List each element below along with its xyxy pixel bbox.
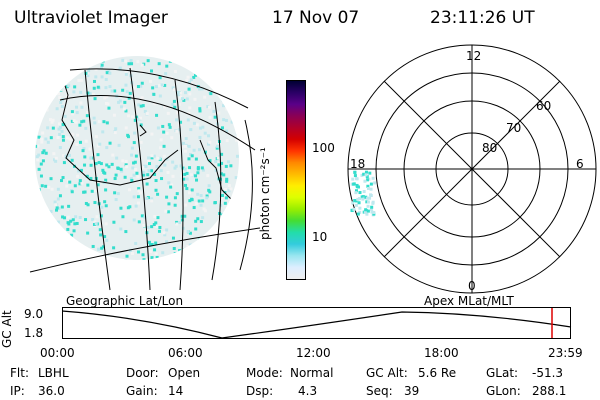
ip-label: IP: bbox=[10, 384, 25, 398]
x-tick-1200: 12:00 bbox=[296, 346, 331, 360]
glat-value: -51.3 bbox=[532, 366, 564, 380]
polar-plot: 12 18 6 0 60 70 80 bbox=[347, 44, 597, 294]
altitude-axis-label: GC Alt bbox=[0, 310, 14, 348]
graticule bbox=[29, 67, 261, 291]
x-tick-0600: 06:00 bbox=[168, 346, 203, 360]
coastline-east bbox=[139, 124, 233, 201]
instrument-title: Ultraviolet Imager bbox=[14, 8, 168, 28]
geographic-map bbox=[29, 56, 261, 291]
gcalt-label: GC Alt: bbox=[366, 366, 408, 380]
observation-date: 17 Nov 07 bbox=[272, 8, 360, 28]
filter-label: Flt: bbox=[10, 366, 29, 380]
door-value: Open bbox=[168, 366, 201, 380]
gain-value: 14 bbox=[168, 384, 184, 398]
ip-value: 36.0 bbox=[38, 384, 65, 398]
dsp-value: 4.3 bbox=[298, 384, 318, 398]
dsp-label: Dsp: bbox=[246, 384, 274, 398]
door-label: Door: bbox=[126, 366, 159, 380]
altitude-y-high: 9.0 bbox=[24, 307, 44, 321]
x-tick-2359: 23:59 bbox=[548, 346, 583, 360]
seq-value: 39 bbox=[404, 384, 420, 398]
observation-time: 23:11:26 UT bbox=[430, 8, 535, 28]
colorbar-tick-high: 100 bbox=[312, 141, 335, 155]
gcalt-value: 5.6 Re bbox=[418, 366, 457, 380]
filter-value: LBHL bbox=[38, 366, 69, 380]
glon-value: 288.1 bbox=[532, 384, 567, 398]
earth-disk bbox=[35, 56, 239, 260]
mlt-label-12: 12 bbox=[466, 49, 481, 63]
map-caption: Geographic Lat/Lon bbox=[66, 294, 184, 308]
polar-emission-pixels bbox=[350, 170, 377, 217]
mlt-label-6: 6 bbox=[576, 157, 584, 171]
altitude-y-low: 1.8 bbox=[24, 326, 44, 340]
altitude-curve bbox=[62, 310, 572, 339]
lat-label-70: 70 bbox=[506, 121, 521, 135]
mode-value: Normal bbox=[290, 366, 334, 380]
polar-caption: Apex MLat/MLT bbox=[424, 294, 514, 308]
lat-label-60: 60 bbox=[536, 99, 551, 113]
altitude-strip-chart bbox=[62, 307, 572, 339]
lat-label-80: 80 bbox=[482, 141, 497, 155]
glat-label: GLat: bbox=[486, 366, 519, 380]
glon-label: GLon: bbox=[486, 384, 521, 398]
colorbar-tick-low: 10 bbox=[312, 230, 328, 244]
mlt-diagonal-b bbox=[383, 80, 561, 258]
x-tick-1800: 18:00 bbox=[424, 346, 459, 360]
colorbar bbox=[286, 80, 306, 280]
mode-label: Mode: bbox=[246, 366, 283, 380]
coastline bbox=[59, 69, 179, 186]
mlt-label-18: 18 bbox=[350, 157, 365, 171]
x-tick-0000: 00:00 bbox=[40, 346, 75, 360]
mlt-label-0: 0 bbox=[468, 279, 476, 293]
seq-label: Seq: bbox=[366, 384, 393, 398]
gain-label: Gain: bbox=[126, 384, 158, 398]
colorbar-units-label: photon cm⁻²s⁻¹ bbox=[258, 147, 272, 240]
